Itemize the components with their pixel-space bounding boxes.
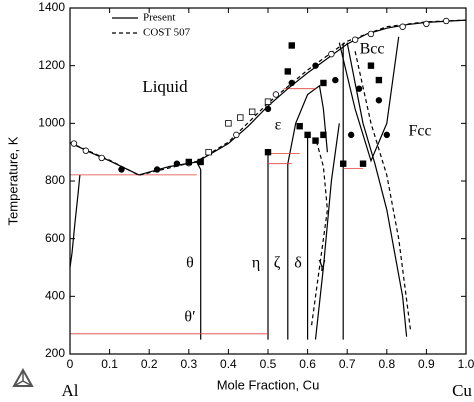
data-point	[375, 97, 383, 104]
data-point	[153, 166, 161, 173]
y-tick-label: 1000	[38, 116, 65, 130]
phase-label: θ′	[184, 309, 195, 326]
phase-boundary	[196, 161, 202, 340]
x-tick-label: 0.9	[418, 357, 435, 371]
data-point	[118, 166, 125, 173]
x-tick-label: 0.4	[220, 357, 237, 371]
data-point	[264, 98, 272, 105]
liquidus-line	[69, 19, 467, 176]
data-point	[355, 85, 363, 92]
data-point	[205, 148, 212, 156]
data-point	[359, 160, 367, 167]
data-point	[320, 131, 327, 139]
data-point	[248, 108, 256, 115]
data-point	[272, 91, 280, 98]
phase-label: Fcc	[408, 123, 431, 140]
data-point	[173, 160, 181, 167]
data-point	[288, 79, 295, 87]
x-tick-label: 0.7	[339, 357, 356, 371]
x-tick-label: 0.3	[180, 357, 197, 371]
x-tick-label: 0	[67, 357, 74, 371]
data-point	[288, 42, 295, 49]
data-point	[383, 131, 390, 139]
data-point	[367, 30, 375, 38]
data-point	[347, 131, 355, 139]
phase-boundary	[346, 42, 408, 337]
data-point	[284, 68, 291, 75]
data-point	[304, 131, 311, 139]
y-tick-label: 600	[45, 231, 65, 245]
data-point	[185, 158, 192, 166]
y-tick-label: 1200	[38, 58, 65, 72]
element-label: Al	[62, 381, 79, 400]
phase-label: Liquid	[142, 77, 188, 96]
data-point	[375, 76, 383, 84]
data-point	[264, 148, 272, 156]
data-point	[225, 120, 232, 127]
y-tick-label: 400	[45, 289, 65, 303]
phase-label: η	[252, 255, 260, 272]
data-point	[233, 131, 240, 139]
x-tick-label: 0.8	[378, 357, 395, 371]
x-axis-title: Mole Fraction, Cu	[217, 377, 320, 392]
phase-boundary	[338, 36, 400, 163]
data-point	[443, 17, 450, 25]
data-point	[296, 123, 303, 130]
y-tick-label: 800	[45, 173, 65, 187]
data-point	[399, 23, 406, 30]
phase-label: θ	[186, 255, 194, 272]
data-point	[312, 137, 319, 144]
data-point	[98, 154, 105, 162]
phase-boundary	[287, 84, 328, 164]
y-axis-title: Temperature, K	[5, 136, 20, 225]
data-point	[312, 62, 319, 69]
phase-label: Bcc	[360, 41, 385, 58]
phase-boundary	[69, 174, 81, 268]
x-tick-label: 0.2	[141, 357, 158, 371]
logo	[12, 367, 34, 387]
data-point	[70, 140, 78, 147]
x-tick-label: 0.6	[299, 357, 316, 371]
x-tick-label: 0.5	[260, 357, 277, 371]
x-tick-label: 1.0	[458, 357, 474, 371]
y-tick-label: 200	[45, 346, 65, 360]
data-point	[264, 105, 272, 113]
data-point	[82, 147, 90, 154]
legend-label: Present	[143, 12, 175, 24]
phase-boundary	[311, 137, 329, 326]
element-label: Cu	[452, 381, 472, 400]
legend-label: COST 507	[143, 27, 191, 39]
data-point	[328, 50, 335, 58]
data-point	[332, 76, 339, 84]
data-point	[351, 36, 359, 43]
data-point	[320, 79, 327, 87]
phase-label: δ	[294, 255, 302, 272]
phase-boundary	[354, 51, 412, 331]
y-tick-label: 1400	[38, 0, 65, 14]
data-point	[423, 20, 430, 28]
phase-label: γ	[317, 255, 325, 272]
x-tick-label: 0.1	[101, 357, 118, 371]
data-point	[340, 160, 347, 167]
data-point	[237, 114, 244, 121]
phase-label: ζ	[274, 255, 281, 272]
phase-boundary	[314, 123, 340, 340]
data-point	[197, 158, 204, 166]
data-point	[367, 62, 375, 69]
phase-label: ε	[275, 117, 282, 134]
plot-frame	[69, 7, 467, 355]
